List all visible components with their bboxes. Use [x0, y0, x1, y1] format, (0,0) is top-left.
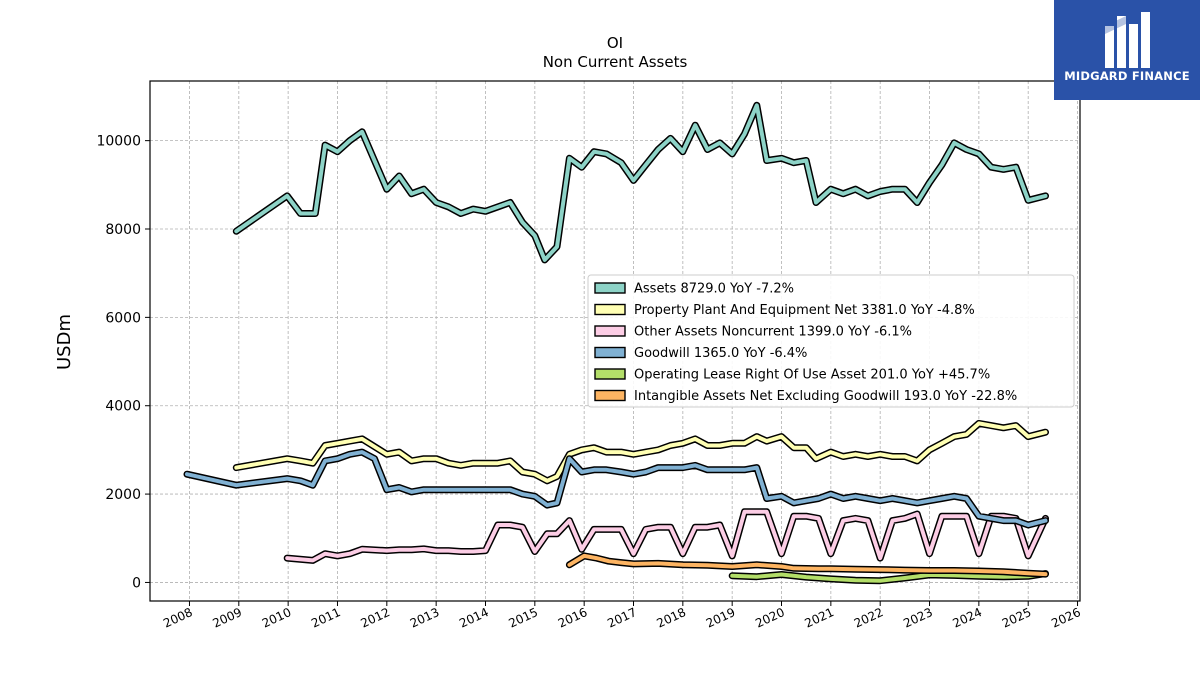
series-line-4	[730, 571, 1048, 583]
chart-title: OI	[607, 34, 623, 52]
y-tick-label: 0	[132, 575, 141, 591]
series-line-3	[185, 450, 1048, 527]
legend-swatch-5	[594, 389, 626, 402]
x-tick-label: 2024	[951, 605, 985, 631]
series-line-2	[285, 509, 1048, 563]
y-tick-label: 2000	[105, 487, 141, 503]
x-tick-label: 2014	[457, 605, 491, 631]
x-tick-label: 2009	[210, 605, 244, 631]
series-line-1	[234, 421, 1048, 483]
y-axis-ticks: 0 2000 4000 6000 8000 10000	[96, 134, 150, 591]
y-tick-label: 8000	[105, 222, 141, 238]
legend: Assets 8729.0 YoY -7.2% Property Plant An…	[587, 274, 1075, 408]
legend-box	[587, 274, 1075, 408]
series-line-5	[567, 553, 1048, 577]
legend-swatch-4	[594, 368, 626, 380]
x-tick-label: 2026	[1049, 605, 1083, 631]
legend-swatch-0	[594, 282, 626, 294]
x-tick-label: 2010	[260, 605, 294, 631]
x-tick-label: 2021	[803, 605, 837, 631]
chart-subtitle: Non Current Assets	[543, 53, 688, 71]
x-tick-label: 2022	[852, 605, 886, 631]
legend-label-1: Property Plant And Equipment Net 3381.0 …	[634, 303, 975, 318]
x-axis-ticks: 2008 2009 2010 2011 2012 2013 2014 2015 2016 2017…	[161, 601, 1083, 631]
x-tick-label: 2018	[655, 605, 689, 631]
legend-label-0: Assets 8729.0 YoY -7.2%	[634, 282, 794, 297]
x-tick-label: 2011	[309, 605, 343, 631]
y-axis-label: USDm	[54, 314, 75, 370]
x-tick-label: 2015	[506, 605, 540, 631]
logo-text: MIDGARD FINANCE	[1064, 69, 1190, 83]
x-tick-label: 2020	[753, 605, 787, 631]
legend-label-5: Intangible Assets Net Excluding Goodwill…	[634, 389, 1017, 404]
legend-label-2: Other Assets Noncurrent 1399.0 YoY -6.1%	[634, 325, 912, 340]
legend-swatch-2	[594, 325, 626, 337]
x-tick-label: 2008	[161, 605, 195, 631]
legend-label-3: Goodwill 1365.0 YoY -6.4%	[634, 346, 807, 361]
x-tick-label: 2013	[408, 605, 442, 631]
legend-label-4: Operating Lease Right Of Use Asset 201.0…	[634, 368, 990, 383]
x-tick-label: 2025	[1000, 605, 1034, 631]
x-tick-label: 2019	[704, 605, 738, 631]
brand-logo: MIDGARD FINANCE	[1054, 0, 1200, 100]
y-tick-label: 10000	[96, 134, 141, 150]
series-lines	[183, 101, 1049, 585]
x-tick-label: 2017	[605, 605, 639, 631]
x-tick-label: 2016	[556, 605, 590, 631]
x-tick-label: 2023	[901, 605, 935, 631]
series-outline-0	[232, 101, 1049, 264]
legend-swatch-3	[594, 346, 626, 359]
logo-mark-icon	[1105, 12, 1150, 68]
plot-frame	[149, 80, 1081, 602]
y-tick-label: 4000	[105, 399, 141, 415]
y-tick-label: 6000	[105, 310, 141, 326]
legend-swatch-1	[594, 303, 626, 316]
series-line-0	[234, 103, 1048, 262]
x-tick-label: 2012	[358, 605, 392, 631]
